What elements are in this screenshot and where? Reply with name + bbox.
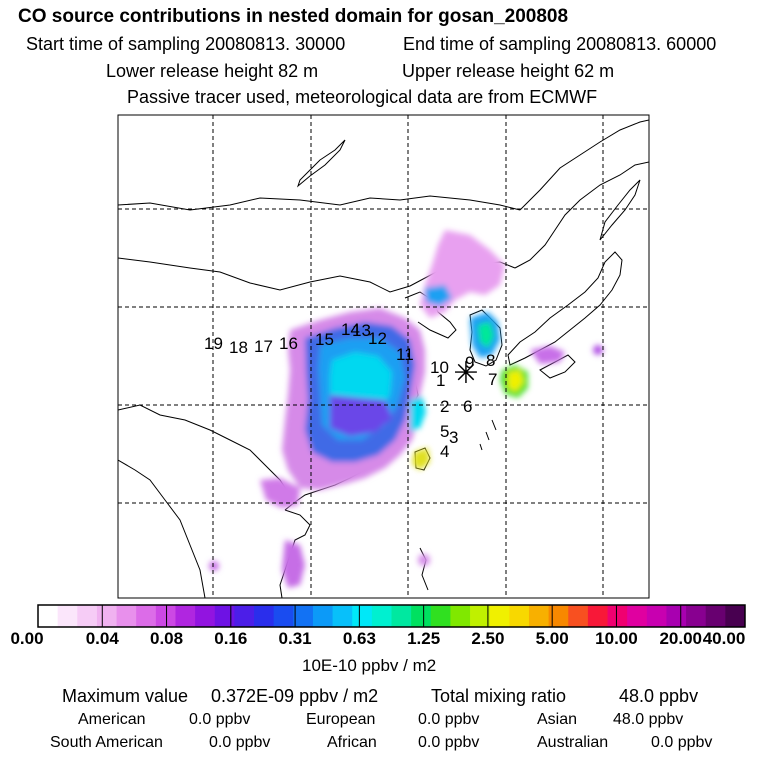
colorbar-swatch [352, 605, 373, 627]
colorbar-tick-label: 0.63 [342, 629, 376, 648]
colorbar-swatch [450, 605, 471, 627]
map-label: 16 [279, 334, 298, 353]
colorbar-swatch [38, 605, 59, 627]
region-name: South American [50, 734, 163, 751]
colorbar-swatch [548, 605, 569, 627]
colorbar-swatch [528, 605, 550, 627]
colorbar-swatch [705, 605, 726, 627]
colorbar-tick-label: 0.31 [278, 629, 312, 648]
colorbar-swatch [371, 605, 392, 627]
upper-release-height: Upper release height 62 m [402, 61, 615, 81]
colorbar-swatch [587, 605, 608, 627]
colorbar-swatch [293, 605, 314, 627]
colorbar-frame [37, 604, 746, 628]
start-time: Start time of sampling 20080813. 30000 [26, 34, 346, 54]
region-name: African [327, 734, 377, 751]
colorbar-swatch [607, 605, 628, 627]
total-mixing-label: Total mixing ratio [431, 686, 567, 706]
colorbar-swatch [155, 605, 176, 627]
map-label: 19 [204, 334, 223, 353]
region-value: 48.0 ppbv [613, 711, 684, 728]
colorbar-swatch [214, 605, 235, 627]
colorbar-tick-label: 40.00 [702, 629, 746, 648]
colorbar-swatch [509, 605, 530, 627]
colorbar-tick-label: 0.00 [10, 629, 44, 648]
colorbar-swatch [411, 605, 432, 627]
colorbar-tick-label: 10.00 [595, 629, 638, 648]
colorbar-swatch [136, 605, 157, 627]
map-label: 3 [449, 428, 458, 447]
colorbar-swatch [725, 605, 746, 627]
colorbar-swatch [116, 605, 137, 627]
total-mixing-value: 48.0 ppbv [619, 686, 699, 706]
region-name: American [78, 711, 146, 728]
map-label: 12 [368, 329, 387, 348]
region-name: European [306, 711, 376, 728]
map-label: 8 [486, 351, 495, 370]
colorbar-tick-label: 0.04 [85, 629, 119, 648]
map-label: 14 [341, 320, 360, 339]
end-time: End time of sampling 20080813. 60000 [403, 34, 717, 54]
map-label: 17 [254, 337, 273, 356]
colorbar-tick-label: 2.50 [471, 629, 505, 648]
max-value: 0.372E-09 ppbv / m2 [211, 686, 379, 706]
colorbar-swatch [686, 605, 707, 627]
colorbar-swatch [430, 605, 451, 627]
region-name: Asian [537, 711, 578, 728]
colorbar-swatch [254, 605, 275, 627]
colorbar-swatch [57, 605, 78, 627]
colorbar-swatch [627, 605, 648, 627]
max-value-label: Maximum value [62, 686, 189, 706]
colorbar-tick-label: 20.00 [659, 629, 702, 648]
page-title: CO source contributions in nested domain… [18, 6, 569, 27]
colorbar-swatch [312, 605, 333, 627]
colorbar-swatch [568, 605, 589, 627]
grid-lines [118, 115, 649, 598]
tracer-info: Passive tracer used, meteorological data… [127, 87, 598, 107]
colorbar-swatch [391, 605, 412, 627]
colorbar-swatch [470, 605, 491, 627]
colorbar-swatch [489, 605, 510, 627]
colorbar-swatch [234, 605, 255, 627]
map-frame [117, 114, 650, 599]
colorbar [37, 604, 746, 628]
concentration-field [209, 230, 603, 588]
coastlines [118, 119, 649, 598]
colorbar-swatch [195, 605, 216, 627]
region-value: 0.0 ppbv [418, 734, 480, 751]
colorbar-units: 10E-10 ppbv / m2 [302, 656, 437, 675]
map-label: 1 [436, 371, 445, 390]
map-label: 5 [440, 422, 449, 441]
lower-release-height: Lower release height 82 m [106, 61, 319, 81]
colorbar-swatch [273, 605, 294, 627]
source-labels: 19 18 17 16 15 14 13 12 11 10 9 8 7 1 2 … [204, 320, 497, 461]
receptor-marker-icon: ✳ [453, 356, 478, 391]
colorbar-swatch [666, 605, 687, 627]
colorbar-swatch [646, 605, 667, 627]
region-name: Australian [537, 734, 609, 751]
map-label: 11 [396, 345, 414, 364]
colorbar-tick-label: 0.08 [149, 629, 184, 648]
map-label: 10 [430, 358, 449, 377]
map-label: 18 [229, 338, 248, 357]
region-value: 0.0 ppbv [651, 734, 713, 751]
map-label: 7 [488, 370, 497, 389]
colorbar-swatch [96, 605, 117, 627]
colorbar-tick-label: 1.25 [407, 629, 441, 648]
map-label: 13 [352, 321, 371, 340]
map-label: 15 [315, 330, 334, 349]
colorbar-tick-label: 0.16 [214, 629, 248, 648]
map-label: 2 [440, 397, 449, 416]
region-value: 0.0 ppbv [189, 711, 251, 728]
map-label: 4 [440, 442, 449, 461]
map-label: 9 [465, 353, 474, 372]
map-label: 6 [463, 397, 472, 416]
colorbar-swatch [175, 605, 196, 627]
colorbar-swatch [77, 605, 98, 627]
region-value: 0.0 ppbv [209, 734, 271, 751]
colorbar-swatch [332, 605, 353, 627]
colorbar-tick-label: 5.00 [535, 629, 569, 648]
region-value: 0.0 ppbv [418, 711, 480, 728]
